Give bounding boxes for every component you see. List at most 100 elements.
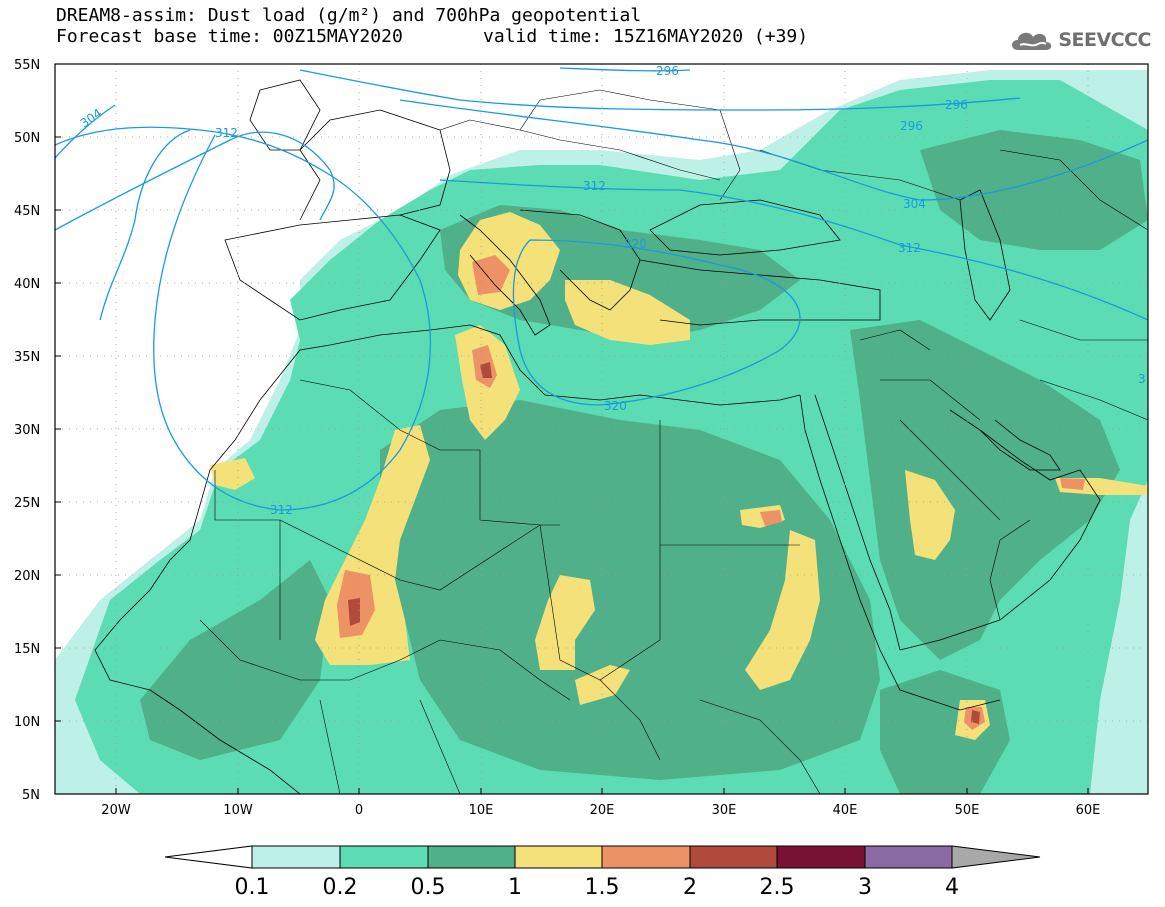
lat-label: 40N [14,277,40,292]
contour-304-west-2 [55,131,335,231]
dust-level-2-tunisia [480,362,492,378]
colorbar-bin [601,845,691,869]
black-sea [649,199,841,256]
contour-312-west [99,129,191,321]
lat-label: 25N [14,496,40,511]
africa-coast-west [94,329,431,794]
dust-level-1-mauritania [210,458,255,490]
lat-label: 35N [14,350,40,365]
geopotential-contours [55,67,1148,511]
coastlines [94,79,1101,794]
contour-296-top [559,67,691,72]
lon-label: 40E [833,803,858,818]
contour-304-north [399,99,1148,201]
longitude-labels: 20W 10W 0 10E 20E 30E 40E 50E 60E [101,803,1100,818]
logo-text: SEEVCCC [1058,29,1151,51]
lon-label: 10E [469,803,494,818]
colorbar-label: 1 [508,875,522,900]
contour-labels: 304 312 296 296 296 312 304 312 320 320 … [78,64,1146,517]
latitude-labels: 55N 50N 45N 40N 35N 30N 25N 20N 15N 10N … [14,58,40,803]
lat-label: 10N [14,715,40,730]
lat-label: 30N [14,423,40,438]
map-title: DREAM8-assim: Dust load (g/m²) and 700hP… [56,5,642,26]
lat-label: 45N [14,204,40,219]
dust-level-1.5-italy [472,255,510,295]
colorbar-over-triangle [951,845,1041,869]
lat-label: 50N [14,131,40,146]
dust-level-1-nile [745,530,820,690]
dust-level-1-sudan [575,665,630,705]
lat-lon-grid [55,64,1148,794]
forecast-base-time: Forecast base time: 00Z15MAY2020 [56,26,403,47]
dust-level-1.5-egypt [760,510,782,526]
lat-label: 20N [14,569,40,584]
turkey [639,259,881,326]
balkans-greece [519,209,641,311]
valid-time: valid time: 15Z16MAY2020 (+39) [483,26,809,47]
lon-label: 30E [712,803,737,818]
dust-level-1-arabia [905,470,955,560]
dust-fields [55,64,1148,794]
axis-ticks [55,63,1089,795]
iberia [224,214,441,321]
contour-label: 304 [903,197,926,211]
red-sea-east [814,394,901,651]
contour-label: 320 [604,399,627,413]
contour-312-north [439,179,1148,321]
contour-label: 312 [583,179,606,193]
colorbar-label: 2.5 [760,875,795,900]
colorbar-bin [427,845,516,869]
contour-label: 312 [270,503,293,517]
france [299,109,451,221]
contour-label: 3 [1138,372,1146,386]
contour-label: 312 [215,126,238,140]
lon-label: 20E [590,803,615,818]
colorbar-label: 1.5 [585,875,620,900]
colorbar-label: 3 [858,875,872,900]
colorbar-bin [251,845,341,869]
colorbar-bin [339,845,429,869]
colorbar-label: 4 [945,875,959,900]
red-sea-west [799,394,1001,711]
lat-label: 15N [14,642,40,657]
arabia-coast [899,409,1101,651]
lon-label: 20W [101,803,131,818]
dust-level-0.5-ne [920,130,1148,250]
colorbar-label: 2 [683,875,697,900]
contour-320 [512,239,801,406]
lon-label: 50E [955,803,980,818]
contour-296-north [299,69,1021,111]
lat-label: 5N [22,788,40,803]
colorbar-label: 0.1 [235,875,270,900]
contour-304-west [55,104,116,159]
dust-level-1-sahara-central [535,575,595,670]
cloud-logo-icon [1012,32,1052,50]
persian-gulf [979,419,1061,471]
contour-label: 296 [945,98,968,112]
lon-label: 0 [355,803,363,818]
seevccc-logo: SEEVCCC [1008,26,1151,54]
contour-label: 296 [900,119,923,133]
colorbar-label: 0.2 [323,875,358,900]
contour-label: 320 [624,237,647,251]
dust-level-0.5-central [380,400,880,780]
lat-label: 55N [14,58,40,73]
colorbar-bin [514,845,603,869]
africa-coast-north [429,324,801,406]
colorbar-bin [776,845,866,869]
contour-312-main [55,126,432,511]
dust-level-0.5-east [850,320,1120,660]
lon-label: 60E [1076,803,1101,818]
dust-level-2-horn [971,710,980,724]
dust-level-1-aegean [565,280,690,345]
italy [459,214,551,336]
colorbar: 0.1 0.2 0.5 1 1.5 2 2.5 3 4 [164,845,1041,900]
colorbar-label: 0.5 [411,875,446,900]
lon-label: 10W [223,803,253,818]
colorbar-bin [689,845,778,869]
dust-level-1.5-gulf [1060,478,1085,490]
uk-coast [249,79,321,151]
colorbar-bin [864,845,953,869]
contour-label: 296 [656,64,679,78]
